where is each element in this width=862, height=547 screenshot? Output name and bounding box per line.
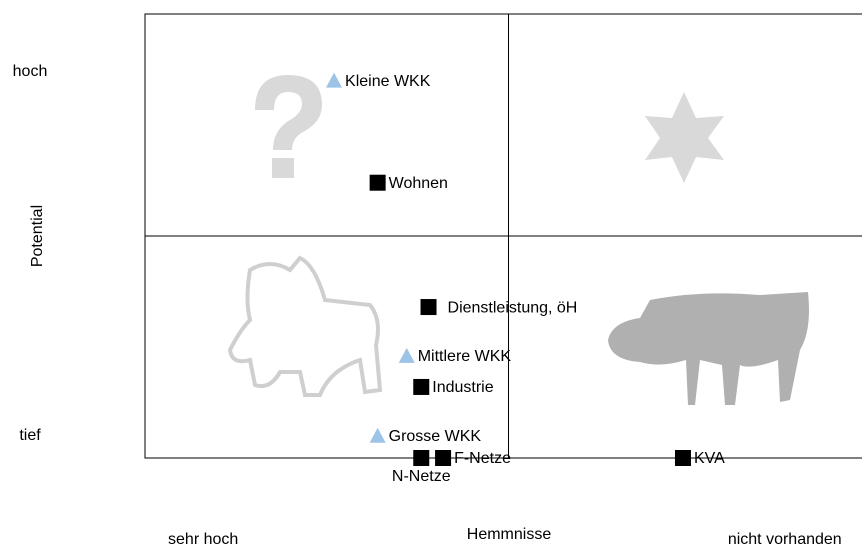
point	[420, 299, 437, 316]
point	[413, 450, 430, 466]
dog-icon	[227, 255, 383, 397]
point	[435, 450, 452, 466]
y-axis-label: Potential	[29, 205, 46, 267]
point-label: F-Netze	[454, 450, 511, 467]
point-label: Dienstleistung, öH	[448, 299, 578, 316]
point-label: Mittlere WKK	[418, 348, 512, 365]
point-label: Industrie	[432, 379, 493, 396]
star-icon	[645, 92, 724, 183]
decorations	[227, 75, 809, 405]
x-tick-label: sehr hoch	[168, 531, 238, 547]
point-label: Kleine WKK	[345, 73, 431, 90]
point	[369, 427, 386, 443]
point	[369, 174, 386, 191]
point-label: Wohnen	[389, 175, 448, 192]
y-tick-label: tief	[19, 427, 41, 444]
x-axis-label: Hemmnisse	[467, 526, 552, 543]
point	[674, 450, 691, 466]
y-tick-label: hoch	[13, 63, 48, 80]
point	[413, 378, 430, 395]
point-label: N-Netze	[392, 468, 451, 485]
point	[398, 347, 415, 363]
point	[326, 72, 343, 88]
cow-icon	[608, 292, 809, 405]
x-tick-label: nicht vorhanden	[728, 531, 842, 547]
point-label: KVA	[694, 450, 725, 467]
question-icon	[255, 75, 322, 178]
point-label: Grosse WKK	[389, 428, 482, 445]
